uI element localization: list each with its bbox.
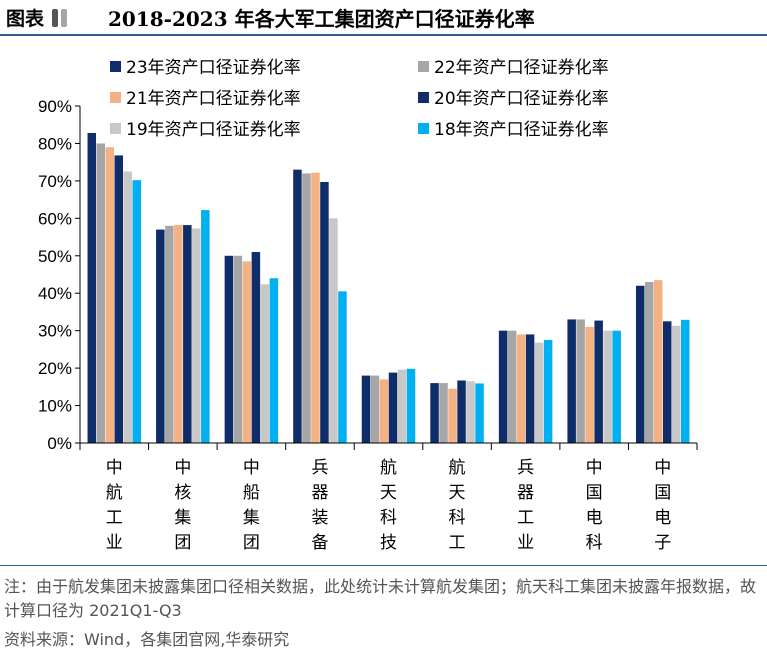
y-tick-label: 70% <box>38 172 72 191</box>
bar-5-5 <box>397 369 407 443</box>
bar-5-6 <box>466 381 475 443</box>
legend-label: 20年资产口径证券化率 <box>434 89 609 109</box>
x-axis: 中航工业 中核集团 中船集团 兵器装备 航天科技 航天科工 兵器工业 中国电科 中国电子 <box>79 442 698 553</box>
x-tick-label: 中国电子 <box>654 458 671 553</box>
y-axis: 0% 10% 20% 30% 40% 50% 60% 70% 80% 90% <box>38 97 81 453</box>
y-tick-label: 80% <box>38 134 72 153</box>
x-tick-label: 中船集团 <box>243 458 260 553</box>
bar-2-3 <box>233 255 243 443</box>
y-tick-label: 50% <box>38 247 72 266</box>
bar-2-8 <box>576 319 585 443</box>
legend-swatch <box>418 92 429 103</box>
bar-5-3 <box>260 284 270 443</box>
bar-4-8 <box>594 320 603 443</box>
bar-3-5 <box>379 379 389 443</box>
bar-3-8 <box>585 326 594 443</box>
bar-1-4 <box>293 169 302 443</box>
figure-mark-icon <box>52 9 72 27</box>
bar-5-7 <box>534 342 544 443</box>
y-tick-label: 20% <box>38 359 72 378</box>
legend-swatch <box>110 92 121 103</box>
x-tick-label: 中航工业 <box>106 458 123 553</box>
bar-1-6 <box>430 383 439 443</box>
legend: 23年资产口径证券化率 22年资产口径证券化率 21年资产口径证券化率 20年资产口径… <box>110 58 609 140</box>
bar-4-7 <box>525 334 535 443</box>
bar-3-7 <box>516 334 526 443</box>
bar-5-4 <box>329 218 338 443</box>
bar-5-2 <box>192 228 201 443</box>
bar-5-9 <box>671 325 681 443</box>
legend-label: 22年资产口径证券化率 <box>434 58 609 78</box>
bar-4-5 <box>388 372 398 443</box>
bar-2-5 <box>370 375 380 443</box>
bar-6-1 <box>132 180 142 443</box>
figure-title: 2018-2023 年各大军工集团资产口径证券化率 <box>108 7 535 31</box>
source-note: 资料来源：Wind，各集团官网,华泰研究 <box>4 630 290 649</box>
bar-5-8 <box>603 330 612 443</box>
bar-4-1 <box>114 155 124 443</box>
bar-1-2 <box>156 229 165 443</box>
y-tick-label: 30% <box>38 322 72 341</box>
bar-6-3 <box>269 278 279 443</box>
bar-4-6 <box>457 380 466 443</box>
legend-swatch <box>418 123 429 134</box>
header-divider <box>0 34 767 36</box>
bar-3-9 <box>653 280 663 443</box>
bar-2-4 <box>302 173 311 443</box>
bar-6-4 <box>338 291 347 443</box>
legend-swatch <box>110 61 121 72</box>
bar-3-1 <box>105 147 115 443</box>
legend-label: 21年资产口径证券化率 <box>126 89 301 109</box>
x-tick-label: 中国电科 <box>586 458 603 553</box>
bar-1-5 <box>361 375 371 443</box>
bar-6-9 <box>680 319 690 443</box>
bar-6-8 <box>612 330 621 443</box>
bar-1-3 <box>224 255 234 443</box>
bar-3-2 <box>174 225 183 443</box>
x-tick-label: 兵器工业 <box>517 458 534 553</box>
footnote: 注：由于航发集团未披露集团口径相关数据，此处统计未计算航发集团；航天科工集团未披… <box>4 577 757 620</box>
bar-2-1 <box>96 143 106 443</box>
bar-3-3 <box>242 261 252 443</box>
bar-4-3 <box>251 252 261 443</box>
bar-1-8 <box>567 319 576 443</box>
bar-3-6 <box>448 388 457 443</box>
y-tick-label: 0% <box>47 434 72 453</box>
header: 图表 2018-2023 年各大军工集团资产口径证券化率 <box>0 0 767 36</box>
bar-4-9 <box>662 321 672 443</box>
legend-label: 23年资产口径证券化率 <box>126 58 301 78</box>
footer-divider <box>0 565 767 566</box>
legend-label: 19年资产口径证券化率 <box>126 120 301 140</box>
bar-3-4 <box>311 172 320 443</box>
bar-2-9 <box>644 281 654 443</box>
bar-4-4 <box>320 182 329 444</box>
x-tick-label: 航天科工 <box>449 458 466 553</box>
legend-swatch <box>418 61 429 72</box>
y-tick-label: 40% <box>38 284 72 303</box>
x-tick-label: 中核集团 <box>174 458 191 553</box>
bar-1-7 <box>498 330 508 443</box>
y-tick-label: 90% <box>38 97 72 116</box>
bar-chart: 0% 10% 20% 30% 40% 50% 60% 70% 80% 90% 中航工业 中核集团 中船… <box>38 58 698 553</box>
figure-label: 图表 <box>6 8 45 30</box>
bar-1-9 <box>635 285 645 443</box>
y-tick-label: 10% <box>38 397 72 416</box>
bar-1-1 <box>87 132 97 443</box>
bar-4-2 <box>183 225 192 443</box>
bar-2-7 <box>507 330 517 443</box>
bar-6-7 <box>543 340 553 443</box>
bar-6-6 <box>475 383 484 443</box>
y-tick-label: 60% <box>38 209 72 228</box>
bar-series-group <box>87 132 690 444</box>
x-tick-label: 航天科技 <box>380 458 397 553</box>
legend-swatch <box>110 123 121 134</box>
legend-label: 18年资产口径证券化率 <box>434 120 609 140</box>
bar-6-5 <box>406 368 416 443</box>
bar-6-2 <box>201 210 210 443</box>
bar-2-6 <box>439 383 448 443</box>
bar-5-1 <box>123 171 133 443</box>
bar-2-2 <box>165 225 174 443</box>
x-tick-label: 兵器装备 <box>311 458 328 553</box>
